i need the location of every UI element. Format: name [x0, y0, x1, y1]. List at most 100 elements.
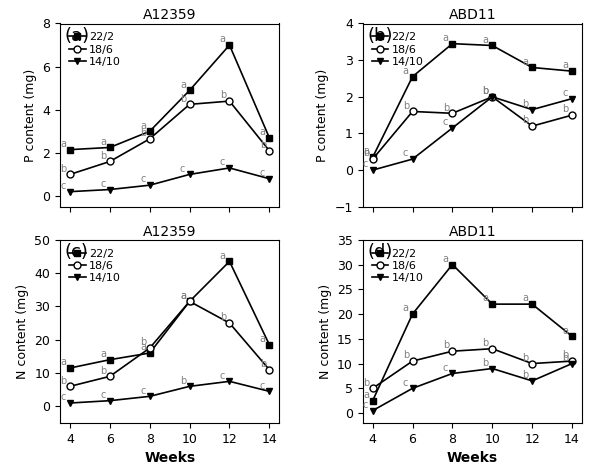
14/10 — [266, 176, 273, 181]
Text: b: b — [60, 376, 67, 385]
Text: b: b — [482, 338, 489, 348]
18/6 — [529, 123, 536, 129]
Text: a: a — [363, 147, 369, 157]
Line: 18/6: 18/6 — [369, 345, 575, 392]
18/6 — [488, 346, 496, 352]
Text: a: a — [140, 120, 146, 131]
Text: a: a — [482, 35, 488, 45]
14/10 — [67, 189, 74, 195]
Legend: 22/2, 18/6, 14/10: 22/2, 18/6, 14/10 — [65, 29, 124, 70]
Text: c: c — [180, 164, 185, 173]
Text: c: c — [562, 88, 568, 98]
14/10 — [226, 165, 233, 171]
22/2 — [449, 41, 456, 47]
22/2 — [106, 145, 113, 150]
Text: b: b — [363, 377, 369, 388]
18/6 — [226, 320, 233, 326]
Text: b: b — [220, 312, 226, 322]
Text: b: b — [260, 140, 266, 150]
X-axis label: Weeks: Weeks — [144, 451, 195, 465]
Text: a: a — [562, 326, 568, 336]
Text: b: b — [100, 151, 106, 161]
Text: c: c — [220, 370, 225, 381]
18/6 — [369, 157, 376, 162]
22/2 — [488, 301, 496, 307]
Text: b: b — [482, 86, 489, 96]
22/2 — [449, 262, 456, 267]
X-axis label: Weeks: Weeks — [447, 451, 498, 465]
14/10 — [488, 94, 496, 100]
Line: 18/6: 18/6 — [67, 98, 273, 178]
Text: a: a — [443, 33, 449, 43]
Text: b: b — [482, 358, 489, 368]
18/6 — [568, 358, 575, 364]
Text: b: b — [523, 370, 529, 380]
Title: A12359: A12359 — [143, 225, 196, 239]
14/10 — [266, 389, 273, 394]
14/10 — [369, 408, 376, 414]
Text: b: b — [220, 90, 226, 100]
Text: c: c — [363, 400, 368, 410]
Text: a: a — [260, 334, 266, 344]
Text: b: b — [562, 104, 569, 114]
Text: c: c — [220, 157, 225, 167]
22/2 — [409, 74, 416, 79]
18/6 — [106, 374, 113, 379]
Text: b: b — [180, 376, 186, 385]
Text: a: a — [180, 290, 186, 301]
Y-axis label: P content (mg): P content (mg) — [24, 69, 37, 162]
Title: ABD11: ABD11 — [449, 225, 496, 239]
22/2 — [529, 65, 536, 70]
Line: 22/2: 22/2 — [67, 258, 273, 371]
Text: c: c — [60, 392, 65, 402]
Text: b: b — [523, 115, 529, 125]
Text: a: a — [180, 290, 186, 301]
Y-axis label: N content (mg): N content (mg) — [319, 284, 332, 379]
Line: 14/10: 14/10 — [67, 164, 273, 195]
Text: a: a — [220, 34, 226, 44]
Legend: 22/2, 18/6, 14/10: 22/2, 18/6, 14/10 — [368, 29, 427, 70]
Text: b: b — [482, 86, 489, 96]
14/10 — [529, 378, 536, 384]
18/6 — [369, 385, 376, 391]
14/10 — [449, 371, 456, 376]
14/10 — [106, 398, 113, 404]
14/10 — [226, 378, 233, 384]
22/2 — [266, 342, 273, 347]
Text: c: c — [60, 181, 65, 191]
18/6 — [529, 361, 536, 367]
Line: 22/2: 22/2 — [369, 261, 575, 404]
Line: 14/10: 14/10 — [67, 378, 273, 407]
Legend: 22/2, 18/6, 14/10: 22/2, 18/6, 14/10 — [65, 245, 124, 286]
22/2 — [226, 42, 233, 48]
22/2 — [146, 128, 154, 134]
Text: a: a — [100, 137, 106, 147]
Text: b: b — [562, 350, 569, 360]
Text: c: c — [403, 149, 408, 158]
Text: a: a — [443, 254, 449, 264]
Text: a: a — [260, 127, 266, 137]
Text: a: a — [60, 357, 66, 367]
Text: a: a — [482, 293, 488, 303]
Text: a: a — [180, 79, 186, 90]
18/6 — [67, 384, 74, 389]
Text: c: c — [363, 159, 368, 169]
18/6 — [409, 358, 416, 364]
Text: a: a — [523, 293, 529, 303]
22/2 — [186, 87, 193, 93]
Line: 22/2: 22/2 — [369, 40, 575, 161]
Text: b: b — [100, 366, 106, 376]
Text: a: a — [403, 303, 409, 313]
Text: a: a — [140, 342, 146, 352]
22/2 — [266, 135, 273, 141]
Title: ABD11: ABD11 — [449, 8, 496, 23]
14/10 — [186, 172, 193, 177]
Text: b: b — [443, 340, 449, 351]
Text: c: c — [100, 179, 106, 189]
22/2 — [67, 365, 74, 371]
14/10 — [568, 96, 575, 102]
Text: a: a — [403, 66, 409, 76]
Text: c: c — [100, 390, 106, 400]
22/2 — [369, 398, 376, 404]
Text: b: b — [443, 102, 449, 112]
